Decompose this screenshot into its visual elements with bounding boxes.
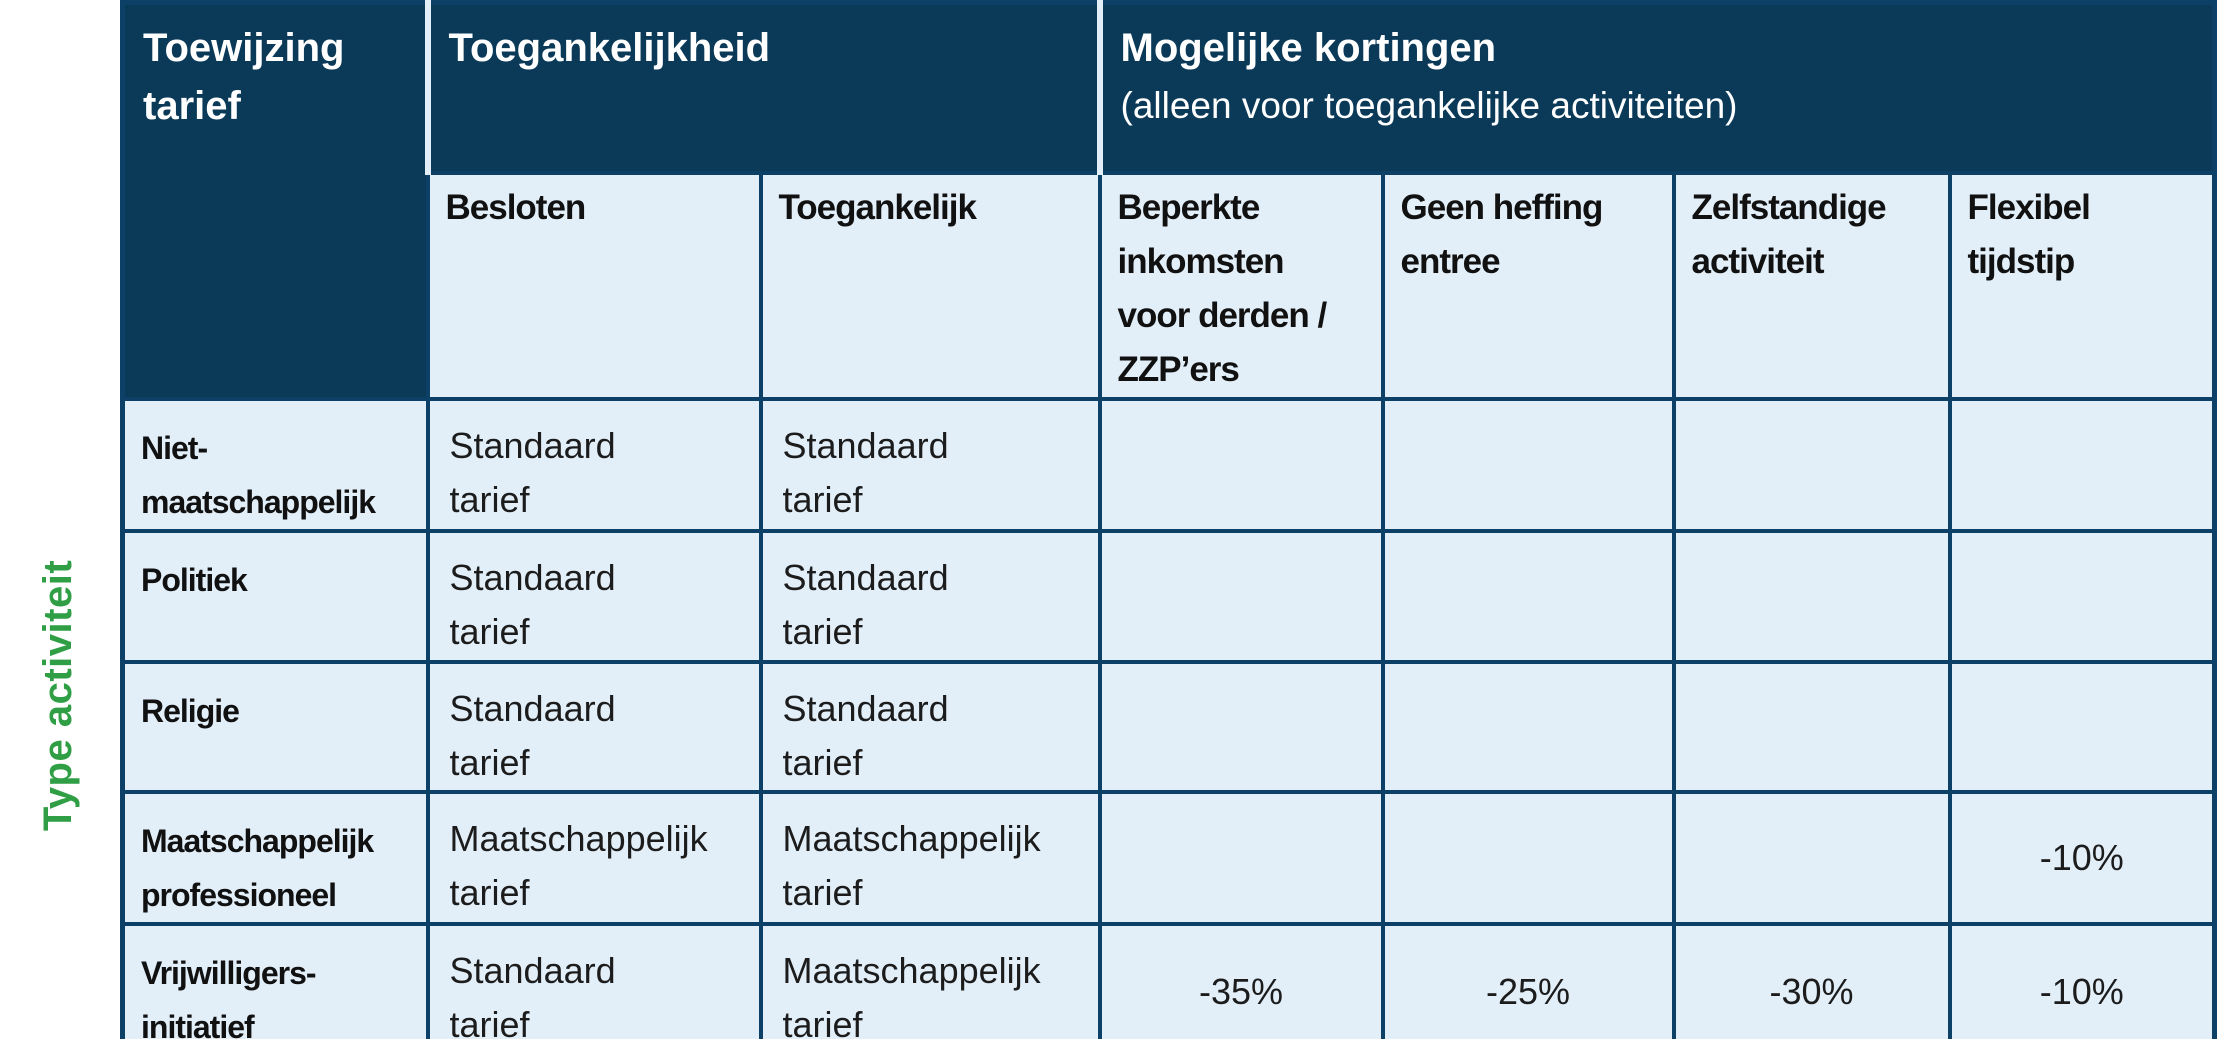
cell-flexibel: -10% bbox=[1947, 789, 2217, 926]
cell-geen-heffing bbox=[1380, 789, 1676, 926]
row-label: Politiek bbox=[120, 528, 430, 664]
cell-toegankelijk: Maatschappelijk tarief bbox=[758, 789, 1102, 926]
cell-toegankelijk: Maatschappelijk tarief bbox=[758, 921, 1102, 1039]
row-label: Niet- maatschappelijk bbox=[120, 396, 430, 533]
cell-besloten: Maatschappelijk tarief bbox=[425, 789, 763, 926]
cell-geen-heffing bbox=[1380, 528, 1676, 664]
y-axis-label-wrap: Type activiteit bbox=[0, 540, 118, 850]
cell-geen-heffing bbox=[1380, 396, 1676, 533]
cell-geen-heffing: -25% bbox=[1380, 921, 1676, 1039]
cell-besloten: Standaard tarief bbox=[425, 528, 763, 664]
corner-header-toewijzing-tarief: Toewijzing tarief bbox=[120, 0, 430, 401]
cell-zelfstandige bbox=[1671, 396, 1952, 533]
cell-flexibel bbox=[1947, 528, 2217, 664]
corner-header-line: Toewijzing bbox=[143, 26, 345, 70]
col-header-flexibel-tijdstip: Flexibel tijdstip bbox=[1947, 170, 2217, 401]
col-header-toegankelijk: Toegankelijk bbox=[758, 170, 1102, 401]
table-row-maatschappelijk-professioneel: Maatschappelijk professioneel Maatschapp… bbox=[120, 789, 2217, 926]
cell-toegankelijk: Standaard tarief bbox=[758, 396, 1102, 533]
cell-beperkte-inkomsten bbox=[1097, 789, 1385, 926]
cell-beperkte-inkomsten bbox=[1097, 396, 1385, 533]
cell-besloten: Standaard tarief bbox=[425, 921, 763, 1039]
y-axis-label: Type activiteit bbox=[36, 559, 81, 831]
col-header-besloten: Besloten bbox=[425, 170, 763, 401]
cell-zelfstandige bbox=[1671, 789, 1952, 926]
cell-beperkte-inkomsten: -35% bbox=[1097, 921, 1385, 1039]
column-header-row: Besloten Toegankelijk Beperkte inkomsten… bbox=[123, 170, 2217, 401]
table-row-politiek: Politiek Standaard tarief Standaard tari… bbox=[120, 528, 2217, 664]
cell-besloten: Standaard tarief bbox=[425, 396, 763, 533]
cell-beperkte-inkomsten bbox=[1097, 659, 1385, 794]
cell-flexibel: -10% bbox=[1947, 921, 2217, 1039]
table-row-niet-maatschappelijk: Niet- maatschappelijk Standaard tarief S… bbox=[120, 396, 2217, 533]
col-header-beperkte-inkomsten: Beperkte inkomsten voor derden / ZZP’ers bbox=[1097, 170, 1385, 401]
cell-geen-heffing bbox=[1380, 659, 1676, 794]
cell-beperkte-inkomsten bbox=[1097, 528, 1385, 664]
group-header-mogelijke-kortingen: Mogelijke kortingen (alleen voor toegank… bbox=[1096, 0, 2217, 175]
cell-flexibel bbox=[1947, 396, 2217, 533]
cell-zelfstandige bbox=[1671, 659, 1952, 794]
cell-toegankelijk: Standaard tarief bbox=[758, 528, 1102, 664]
tariff-table: Toewijzing tarief Toegankelijkheid Mogel… bbox=[120, 0, 2218, 1039]
row-label: Religie bbox=[120, 659, 430, 794]
row-label: Maatschappelijk professioneel bbox=[120, 789, 430, 926]
corner-header-line: tarief bbox=[143, 84, 241, 128]
cell-flexibel bbox=[1947, 659, 2217, 794]
table-row-vrijwilligers-initiatief: Vrijwilligers- initiatief Standaard tari… bbox=[120, 921, 2217, 1039]
col-header-geen-heffing-entree: Geen heffing entree bbox=[1380, 170, 1676, 401]
group-title: Toegankelijkheid bbox=[448, 26, 771, 70]
group-subtitle: (alleen voor toegankelijke activiteiten) bbox=[1120, 85, 1738, 126]
cell-besloten: Standaard tarief bbox=[425, 659, 763, 794]
col-header-zelfstandige-activiteit: Zelfstandige activiteit bbox=[1671, 170, 1952, 401]
row-label: Vrijwilligers- initiatief bbox=[120, 921, 430, 1039]
group-header-row: Toewijzing tarief Toegankelijkheid Mogel… bbox=[120, 0, 2217, 401]
cell-toegankelijk: Standaard tarief bbox=[758, 659, 1102, 794]
cell-zelfstandige: -30% bbox=[1671, 921, 1952, 1039]
group-header-toegankelijkheid: Toegankelijkheid bbox=[424, 0, 1102, 175]
group-title: Mogelijke kortingen bbox=[1120, 26, 1497, 70]
cell-zelfstandige bbox=[1671, 528, 1952, 664]
table-row-religie: Religie Standaard tarief Standaard tarie… bbox=[120, 659, 2217, 794]
